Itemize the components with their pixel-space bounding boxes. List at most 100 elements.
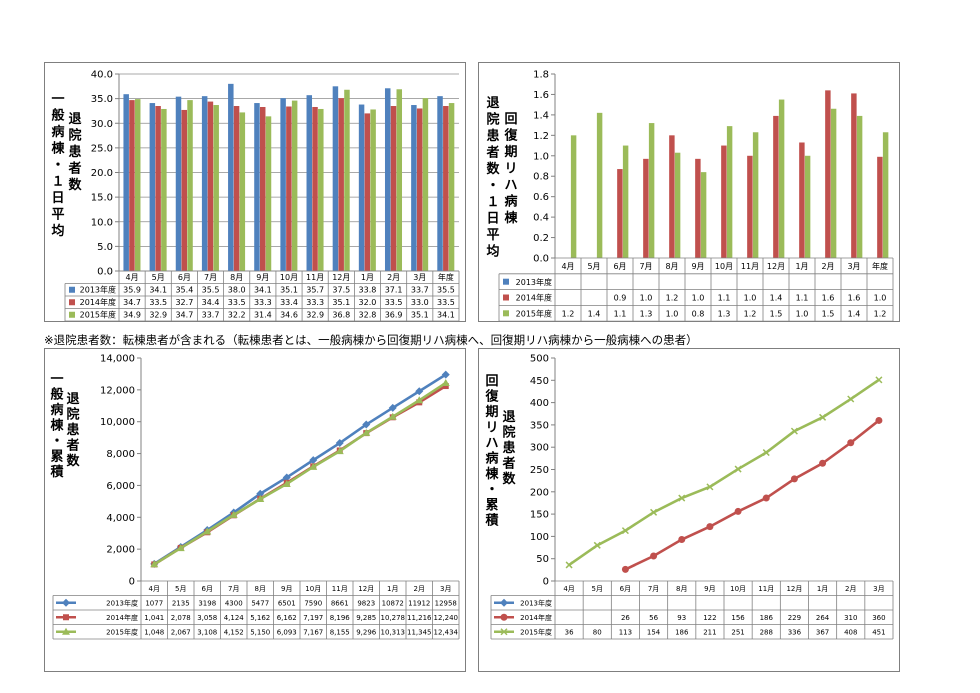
panel-general-daily: 一般病棟・ １ 日平均 退院患者数 0.0 5.0 10.0 15.0 20.0 25.0 30.0… <box>44 62 466 322</box>
data-label: 3198 <box>198 600 216 608</box>
data-label: 36.8 <box>332 310 350 319</box>
data-label: 186 <box>760 614 774 622</box>
bar-2014年度-12月 <box>338 98 344 271</box>
line-2015年度 <box>153 381 447 566</box>
ylabel-line2-char: 患 <box>66 422 79 438</box>
legend-marker-2015年度 <box>62 627 70 635</box>
bar-2015年度-7月 <box>213 105 219 271</box>
bar-2014年度-5月 <box>155 106 161 271</box>
ylabel-line1-char: 般 <box>50 387 63 403</box>
point-2015年度 <box>565 561 573 569</box>
bar-2015年度-8月 <box>239 112 246 271</box>
data-label: 4,152 <box>224 629 244 637</box>
legend-marker-2013年度 <box>500 598 508 607</box>
bar-2014年度-12月 <box>773 115 779 259</box>
data-label: 360 <box>872 614 885 622</box>
ylabel-line2-char: 数 <box>66 453 80 469</box>
data-label: 0.8 <box>692 309 705 318</box>
data-label: 35.7 <box>306 285 324 294</box>
bar-2015年度-2月 <box>396 89 403 271</box>
x-tick-label: 11月 <box>332 585 348 593</box>
data-label: 1.5 <box>770 309 783 318</box>
y-tick-label: 30.0 <box>91 119 113 130</box>
data-label: 1.3 <box>718 309 731 318</box>
bar-2013年度-11月 <box>306 95 313 271</box>
data-label: 2,078 <box>171 614 191 622</box>
y-tick-label: 5.0 <box>97 242 113 253</box>
bar-2014年度-3月 <box>416 108 423 271</box>
y-tick-label: 8,000 <box>106 449 135 460</box>
y-tick-label: 1.6 <box>533 90 549 101</box>
bar-2013年度-7月 <box>201 96 208 271</box>
ylabel-line1-char: 期 <box>504 145 517 160</box>
data-label: 32.8 <box>359 310 377 319</box>
bar-2014年度-年度 <box>443 106 449 271</box>
data-label: 33.3 <box>306 298 324 307</box>
data-label: 8,196 <box>330 614 351 622</box>
legend-label-2014年度: 2014年度 <box>80 297 116 307</box>
data-label: 31.4 <box>254 310 272 319</box>
legend-label-2013年度: 2013年度 <box>516 277 552 287</box>
ylabel-line1-char: 復 <box>503 128 518 144</box>
y-tick-label: 0.0 <box>97 267 113 278</box>
data-label: 1.3 <box>640 309 653 318</box>
data-label: 34.4 <box>202 298 220 307</box>
ylabel-line1-char: 積 <box>49 464 64 480</box>
point-2013年度 <box>441 370 450 379</box>
data-label: 4,124 <box>224 614 245 622</box>
data-label: 2,067 <box>171 629 191 637</box>
data-label: 6501 <box>278 600 296 608</box>
ylabel-line1-char: 復 <box>484 389 499 405</box>
ylabel-line1-char: １ <box>51 175 64 190</box>
bar-2014年度-6月 <box>181 109 188 271</box>
x-tick-label: 9月 <box>256 273 269 282</box>
data-label: 3,058 <box>197 614 217 622</box>
x-tick-label: 5月 <box>152 273 165 282</box>
data-label: 1.2 <box>666 294 679 303</box>
legend-label-2013年度: 2013年度 <box>80 284 116 294</box>
ylabel-line2-char: 日 <box>486 212 499 227</box>
point-2015年度 <box>362 428 371 436</box>
ylabel-line1-char: 病 <box>50 402 63 418</box>
data-label: 9,296 <box>356 629 377 637</box>
data-label: 10,278 <box>381 614 406 622</box>
data-label: 32.0 <box>359 298 377 307</box>
bar-2014年度-6月 <box>617 169 623 258</box>
data-label: 1.2 <box>874 309 887 318</box>
ylabel-line2-char: 患 <box>68 144 81 160</box>
x-tick-label: 4月 <box>561 262 574 271</box>
point-2015年度 <box>256 494 265 502</box>
point-2013年度 <box>388 403 397 412</box>
legend-label-2013年度: 2013年度 <box>520 599 552 608</box>
y-tick-label: 4,000 <box>106 513 135 524</box>
data-label: 33.5 <box>228 298 246 307</box>
ylabel-line2-char: 平 <box>486 228 499 243</box>
bar-2015年度-12月 <box>778 99 785 258</box>
ylabel-line1-char: 回 <box>504 112 517 127</box>
point-2013年度 <box>309 456 318 465</box>
ylabel-line1: 回復期リハ病棟 <box>503 112 518 226</box>
data-label: 36.9 <box>385 310 403 319</box>
chart-general-cumulative: 一般病棟・累積退院患者数02,0004,0006,0008,00010,0001… <box>49 354 460 640</box>
data-table: 4月 5月 6月 7月 8月 9月 10月 11月 12月 1月 2月 3月 2013年度 2014年度 2… <box>490 580 894 640</box>
y-tick-label: 0.8 <box>533 172 549 183</box>
point-2015年度 <box>150 560 159 568</box>
bar-2014年度-3月 <box>851 93 857 258</box>
bar-2015年度-3月 <box>422 98 429 271</box>
legend-swatch-2013年度 <box>503 278 509 285</box>
point-2014年度 <box>442 383 449 390</box>
data-label: 33.8 <box>359 285 377 294</box>
legend-marker-2013年度 <box>62 598 70 607</box>
bar-2014年度-9月 <box>695 158 701 258</box>
bar-2014年度-9月 <box>259 106 266 271</box>
point-2015年度 <box>706 483 714 491</box>
point-2014年度 <box>847 439 855 447</box>
y-tick-label: 1.0 <box>533 151 549 162</box>
line-2015年度 <box>568 378 880 567</box>
bar-2014年度-年度 <box>877 156 883 258</box>
x-tick-label: 1月 <box>817 585 828 593</box>
data-label: 34.6 <box>280 310 298 319</box>
data-label: 37.5 <box>332 285 350 294</box>
legend-swatch-2014年度 <box>69 299 75 306</box>
data-label: 8,155 <box>330 629 350 637</box>
